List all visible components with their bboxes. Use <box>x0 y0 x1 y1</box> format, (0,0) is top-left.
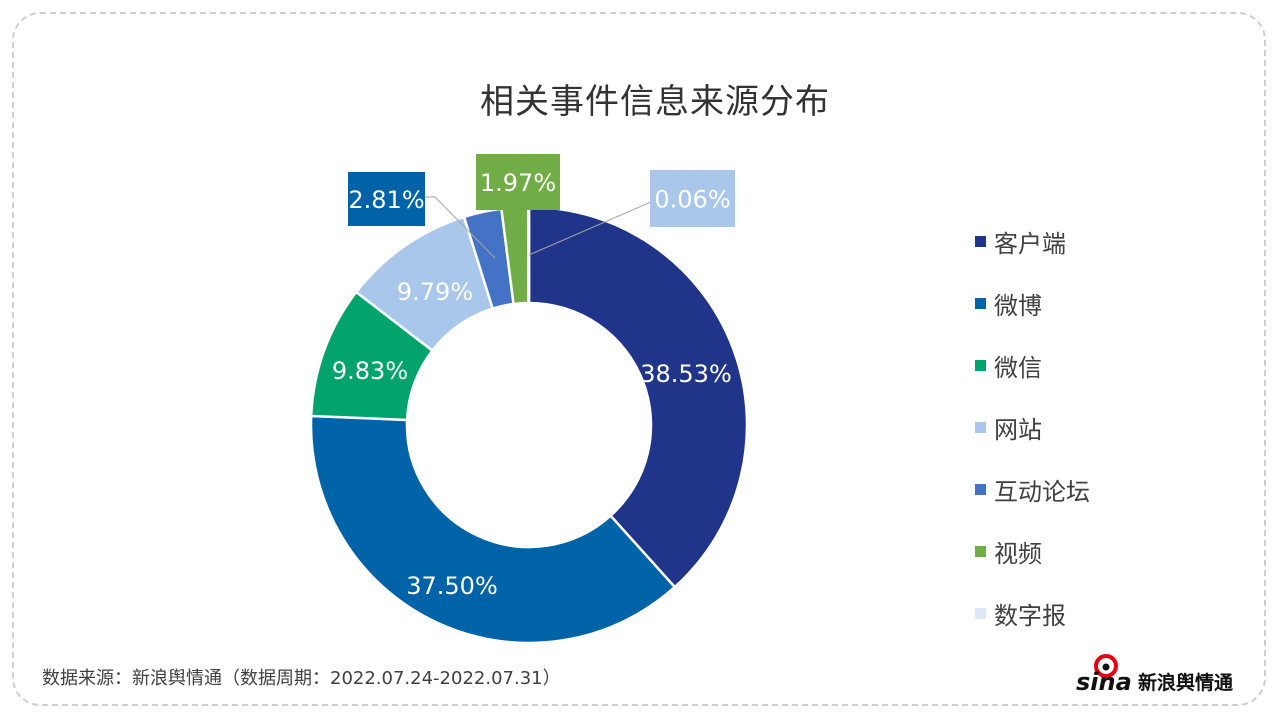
data-label-box <box>650 170 735 227</box>
legend: 客户端微博微信网站互动论坛视频数字报 <box>975 210 1090 644</box>
data-label: 2.81% <box>348 186 424 214</box>
leader-line <box>425 196 496 259</box>
legend-item: 视频 <box>975 520 1090 582</box>
legend-swatch <box>975 483 986 495</box>
data-label: 37.50% <box>406 572 498 600</box>
card-frame <box>12 12 1266 706</box>
data-label: 9.83% <box>332 357 408 385</box>
slice-数字报 <box>526 205 531 305</box>
svg-text:sina: sina <box>1076 668 1132 695</box>
legend-label: 视频 <box>994 539 1042 568</box>
legend-item: 客户端 <box>975 210 1090 272</box>
data-label: 38.53% <box>640 360 732 388</box>
legend-swatch <box>975 545 986 557</box>
legend-label: 微信 <box>994 353 1042 382</box>
chart-title: 相关事件信息来源分布 <box>480 82 830 122</box>
legend-item: 网站 <box>975 396 1090 458</box>
slice-客户端 <box>527 205 749 589</box>
legend-swatch <box>975 421 986 433</box>
legend-label: 互动论坛 <box>994 477 1090 506</box>
legend-label: 数字报 <box>994 601 1066 630</box>
legend-swatch <box>975 297 986 309</box>
legend-label: 微博 <box>994 291 1042 320</box>
sina-logo: sina 新浪舆情通 <box>1076 650 1241 699</box>
legend-swatch <box>975 607 986 619</box>
legend-swatch <box>975 235 986 247</box>
legend-item: 微博 <box>975 272 1090 334</box>
data-label-box <box>476 154 560 210</box>
legend-item: 数字报 <box>975 582 1090 644</box>
legend-label: 客户端 <box>994 229 1066 258</box>
legend-item: 互动论坛 <box>975 458 1090 520</box>
legend-swatch <box>975 359 986 371</box>
data-label: 9.79% <box>397 278 473 306</box>
data-label-box <box>348 172 425 226</box>
legend-item: 微信 <box>975 334 1090 396</box>
slice-微博 <box>309 414 677 645</box>
data-label: 1.97% <box>480 169 556 197</box>
legend-label: 网站 <box>994 415 1042 444</box>
data-label: 0.06% <box>654 186 730 214</box>
data-source-note: 数据来源：新浪舆情通（数据周期：2022.07.24-2022.07.31） <box>42 668 561 689</box>
svg-text:新浪舆情通: 新浪舆情通 <box>1138 671 1234 694</box>
